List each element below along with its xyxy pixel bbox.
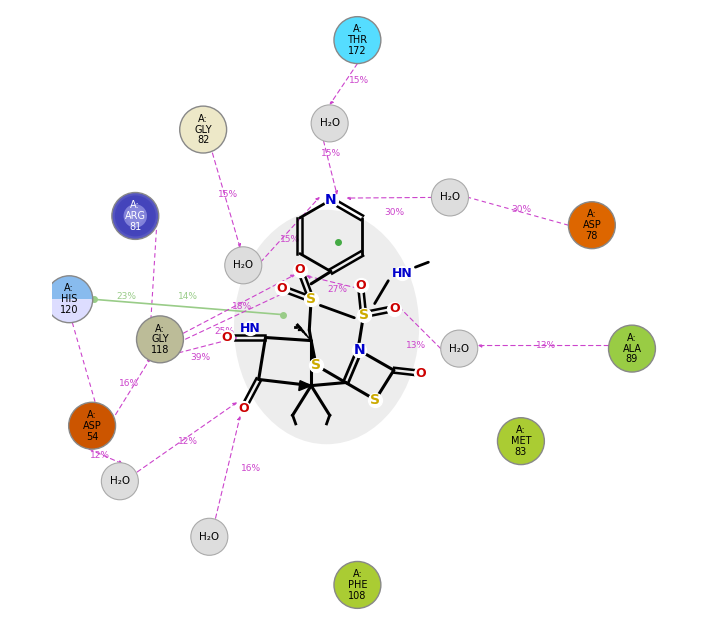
Text: 16%: 16% <box>119 379 139 388</box>
Circle shape <box>431 179 469 216</box>
Polygon shape <box>298 381 311 391</box>
Text: S: S <box>358 308 368 321</box>
Circle shape <box>568 202 615 249</box>
Text: H₂O: H₂O <box>319 118 340 128</box>
Circle shape <box>497 418 544 465</box>
Text: O: O <box>238 402 249 415</box>
Circle shape <box>130 210 141 222</box>
Text: S: S <box>371 393 380 407</box>
Text: A:
ASP
54: A: ASP 54 <box>83 410 102 442</box>
Circle shape <box>133 213 138 219</box>
Text: O: O <box>355 278 366 292</box>
Text: 14%: 14% <box>178 292 198 300</box>
Text: 16%: 16% <box>241 465 261 473</box>
Circle shape <box>180 106 226 153</box>
Text: H₂O: H₂O <box>233 260 253 270</box>
Text: 12%: 12% <box>178 437 198 445</box>
Text: 39%: 39% <box>190 354 210 362</box>
Circle shape <box>334 561 381 608</box>
Circle shape <box>334 17 381 64</box>
Text: 30%: 30% <box>384 209 404 217</box>
Text: O: O <box>415 366 426 380</box>
Text: N: N <box>325 193 337 207</box>
Text: HN: HN <box>392 267 412 280</box>
Circle shape <box>102 463 138 500</box>
Text: A:
MET
83: A: MET 83 <box>510 425 531 457</box>
Text: 15%: 15% <box>218 190 238 199</box>
Circle shape <box>123 204 147 228</box>
Wedge shape <box>46 299 93 323</box>
Text: O: O <box>276 281 287 295</box>
Text: A:
PHE
108: A: PHE 108 <box>348 569 367 601</box>
Text: 23%: 23% <box>117 292 137 300</box>
Circle shape <box>311 105 348 142</box>
Text: A:
HIS
120: A: HIS 120 <box>60 283 79 315</box>
Text: A:
ALA
89: A: ALA 89 <box>622 333 642 365</box>
Circle shape <box>118 199 153 233</box>
Text: 15%: 15% <box>280 235 300 244</box>
Text: O: O <box>389 302 399 315</box>
Text: 18%: 18% <box>232 302 252 311</box>
Ellipse shape <box>234 210 419 444</box>
Text: A:
GLY
118: A: GLY 118 <box>151 323 169 355</box>
Text: S: S <box>306 292 316 306</box>
Text: 13%: 13% <box>406 341 426 350</box>
Text: A:
THR
172: A: THR 172 <box>348 24 368 56</box>
Circle shape <box>225 247 262 284</box>
Circle shape <box>112 193 159 239</box>
Text: A:
ASP
78: A: ASP 78 <box>583 209 601 241</box>
Text: A:
GLY
82: A: GLY 82 <box>195 114 212 146</box>
Text: N: N <box>353 344 365 357</box>
Text: 15%: 15% <box>348 76 368 85</box>
Text: 25%: 25% <box>215 327 235 336</box>
Text: H₂O: H₂O <box>110 476 130 486</box>
Text: S: S <box>311 358 321 372</box>
Text: 13%: 13% <box>536 341 556 350</box>
Text: 30%: 30% <box>511 205 531 214</box>
Circle shape <box>441 330 478 367</box>
Text: A:
ARG
81: A: ARG 81 <box>125 200 146 232</box>
Circle shape <box>126 207 144 225</box>
Text: HN: HN <box>239 321 260 335</box>
Circle shape <box>609 325 655 372</box>
Circle shape <box>115 196 156 236</box>
Wedge shape <box>46 276 93 299</box>
Text: 15%: 15% <box>321 149 341 157</box>
Text: H₂O: H₂O <box>440 193 460 202</box>
Text: O: O <box>221 331 232 344</box>
Text: O: O <box>295 263 306 276</box>
Text: 27%: 27% <box>327 286 347 294</box>
Text: H₂O: H₂O <box>449 344 469 354</box>
Text: 12%: 12% <box>90 451 110 460</box>
Text: H₂O: H₂O <box>199 532 219 542</box>
Circle shape <box>68 402 115 449</box>
Circle shape <box>120 201 150 231</box>
Circle shape <box>191 518 228 555</box>
Circle shape <box>136 316 183 363</box>
